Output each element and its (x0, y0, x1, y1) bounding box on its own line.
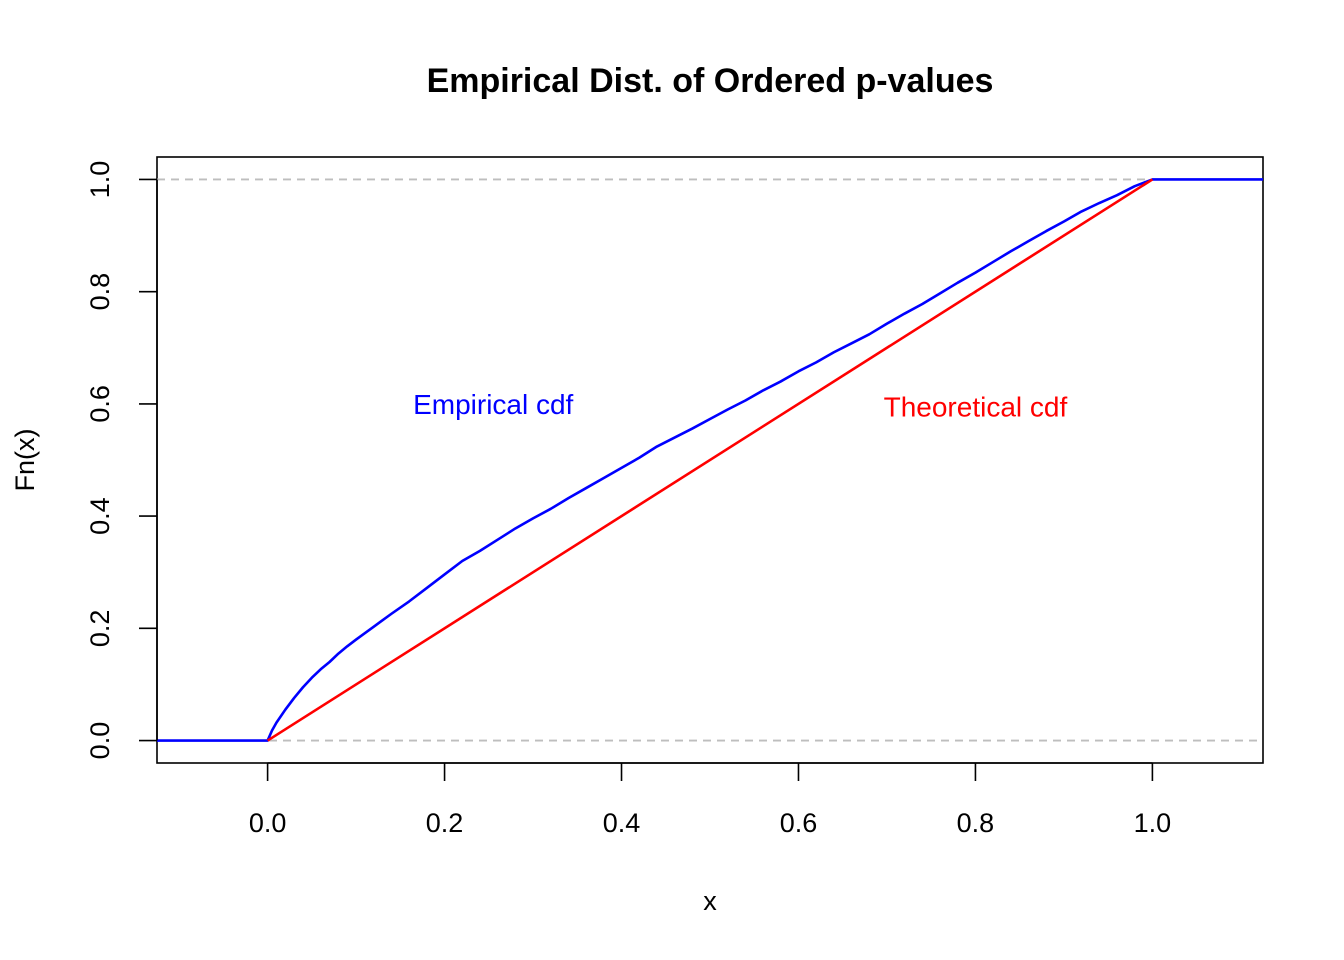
x-axis: 0.0 0.2 0.4 0.6 0.8 1.0 (249, 762, 1172, 838)
y-tick-label-1: 0.2 (85, 610, 115, 648)
y-tick-label-4: 0.8 (85, 273, 115, 311)
x-tick-label-2: 0.4 (603, 808, 641, 838)
series-line-1 (266, 178, 1154, 742)
y-axis-label: Fn(x) (10, 429, 40, 492)
chart-title: Empirical Dist. of Ordered p-values (427, 62, 994, 100)
y-axis: 0.0 0.2 0.4 0.6 0.8 1.0 (85, 161, 158, 760)
annotation-0: Empirical cdf (413, 389, 573, 420)
annotation-1: Theoretical cdf (884, 392, 1068, 423)
series-line-0 (157, 178, 1263, 742)
x-axis-label: x (703, 886, 717, 916)
y-tick-label-0: 0.0 (85, 722, 115, 760)
y-tick-label-3: 0.6 (85, 385, 115, 423)
reference-lines (157, 178, 1263, 742)
x-tick-label-1: 0.2 (426, 808, 464, 838)
x-tick-label-4: 0.8 (957, 808, 995, 838)
x-tick-label-5: 1.0 (1134, 808, 1172, 838)
y-tick-label-5: 1.0 (85, 161, 115, 199)
annotations: Empirical cdf Theoretical cdf (413, 389, 1067, 423)
series-layer (157, 178, 1263, 742)
x-tick-label-0: 0.0 (249, 808, 287, 838)
x-tick-label-3: 0.6 (780, 808, 818, 838)
y-tick-label-2: 0.4 (85, 497, 115, 535)
